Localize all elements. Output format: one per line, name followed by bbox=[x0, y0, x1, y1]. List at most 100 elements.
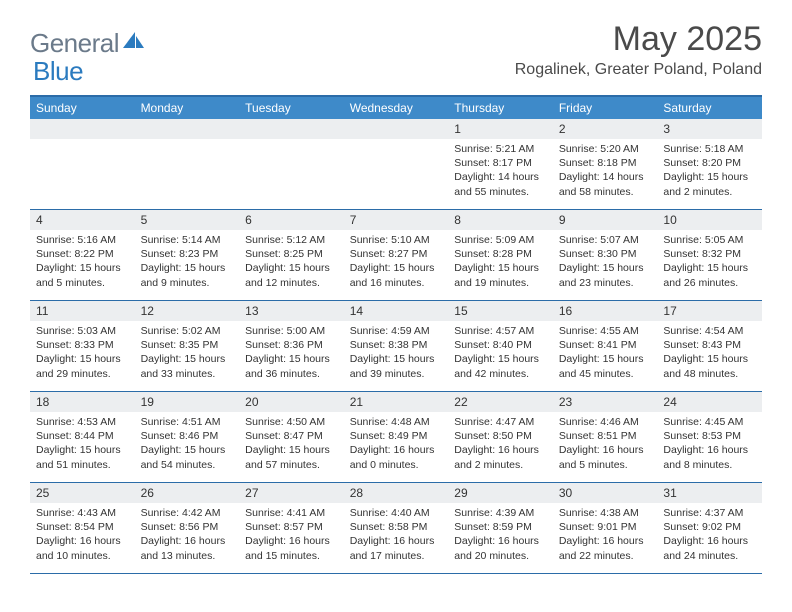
day-cell: 5Sunrise: 5:14 AMSunset: 8:23 PMDaylight… bbox=[135, 210, 240, 300]
sunrise-text: Sunrise: 4:41 AM bbox=[245, 506, 338, 520]
weekday-header: Sunday bbox=[30, 97, 135, 119]
day-details: Sunrise: 4:57 AMSunset: 8:40 PMDaylight:… bbox=[448, 321, 553, 387]
sunset-text: Sunset: 8:47 PM bbox=[245, 429, 338, 443]
sunset-text: Sunset: 8:20 PM bbox=[663, 156, 756, 170]
daylight-text: Daylight: 15 hours and 54 minutes. bbox=[141, 443, 234, 471]
day-cell bbox=[239, 119, 344, 209]
day-cell: 20Sunrise: 4:50 AMSunset: 8:47 PMDayligh… bbox=[239, 392, 344, 482]
sunset-text: Sunset: 8:27 PM bbox=[350, 247, 443, 261]
day-cell: 8Sunrise: 5:09 AMSunset: 8:28 PMDaylight… bbox=[448, 210, 553, 300]
empty-day-band bbox=[135, 119, 240, 139]
sunrise-text: Sunrise: 5:18 AM bbox=[663, 142, 756, 156]
daylight-text: Daylight: 15 hours and 23 minutes. bbox=[559, 261, 652, 289]
day-details: Sunrise: 5:18 AMSunset: 8:20 PMDaylight:… bbox=[657, 139, 762, 205]
sunset-text: Sunset: 8:43 PM bbox=[663, 338, 756, 352]
sunrise-text: Sunrise: 4:38 AM bbox=[559, 506, 652, 520]
sunset-text: Sunset: 8:33 PM bbox=[36, 338, 129, 352]
day-details: Sunrise: 4:48 AMSunset: 8:49 PMDaylight:… bbox=[344, 412, 449, 478]
day-number: 3 bbox=[657, 119, 762, 139]
day-number: 11 bbox=[30, 301, 135, 321]
sunset-text: Sunset: 8:23 PM bbox=[141, 247, 234, 261]
day-number: 13 bbox=[239, 301, 344, 321]
day-number: 14 bbox=[344, 301, 449, 321]
sunrise-text: Sunrise: 5:02 AM bbox=[141, 324, 234, 338]
day-cell: 21Sunrise: 4:48 AMSunset: 8:49 PMDayligh… bbox=[344, 392, 449, 482]
daylight-text: Daylight: 15 hours and 29 minutes. bbox=[36, 352, 129, 380]
day-number: 10 bbox=[657, 210, 762, 230]
day-number: 22 bbox=[448, 392, 553, 412]
day-number: 8 bbox=[448, 210, 553, 230]
sunset-text: Sunset: 8:35 PM bbox=[141, 338, 234, 352]
weekday-header: Monday bbox=[135, 97, 240, 119]
week-row: 1Sunrise: 5:21 AMSunset: 8:17 PMDaylight… bbox=[30, 119, 762, 210]
day-details: Sunrise: 4:42 AMSunset: 8:56 PMDaylight:… bbox=[135, 503, 240, 569]
day-number: 1 bbox=[448, 119, 553, 139]
daylight-text: Daylight: 15 hours and 48 minutes. bbox=[663, 352, 756, 380]
logo-blue-wrap: Blue bbox=[33, 56, 83, 87]
day-details: Sunrise: 5:10 AMSunset: 8:27 PMDaylight:… bbox=[344, 230, 449, 296]
day-cell: 2Sunrise: 5:20 AMSunset: 8:18 PMDaylight… bbox=[553, 119, 658, 209]
daylight-text: Daylight: 15 hours and 19 minutes. bbox=[454, 261, 547, 289]
daylight-text: Daylight: 16 hours and 5 minutes. bbox=[559, 443, 652, 471]
day-cell: 23Sunrise: 4:46 AMSunset: 8:51 PMDayligh… bbox=[553, 392, 658, 482]
day-cell: 13Sunrise: 5:00 AMSunset: 8:36 PMDayligh… bbox=[239, 301, 344, 391]
day-cell: 31Sunrise: 4:37 AMSunset: 9:02 PMDayligh… bbox=[657, 483, 762, 573]
day-details: Sunrise: 5:07 AMSunset: 8:30 PMDaylight:… bbox=[553, 230, 658, 296]
sunrise-text: Sunrise: 4:37 AM bbox=[663, 506, 756, 520]
day-number: 21 bbox=[344, 392, 449, 412]
sunrise-text: Sunrise: 5:20 AM bbox=[559, 142, 652, 156]
day-number: 28 bbox=[344, 483, 449, 503]
day-number: 4 bbox=[30, 210, 135, 230]
header-right: May 2025 Rogalinek, Greater Poland, Pola… bbox=[515, 20, 762, 79]
daylight-text: Daylight: 16 hours and 13 minutes. bbox=[141, 534, 234, 562]
day-cell: 27Sunrise: 4:41 AMSunset: 8:57 PMDayligh… bbox=[239, 483, 344, 573]
day-number: 23 bbox=[553, 392, 658, 412]
day-details: Sunrise: 4:55 AMSunset: 8:41 PMDaylight:… bbox=[553, 321, 658, 387]
daylight-text: Daylight: 14 hours and 55 minutes. bbox=[454, 170, 547, 198]
sunrise-text: Sunrise: 5:14 AM bbox=[141, 233, 234, 247]
empty-day-band bbox=[239, 119, 344, 139]
sunrise-text: Sunrise: 4:53 AM bbox=[36, 415, 129, 429]
sunset-text: Sunset: 8:17 PM bbox=[454, 156, 547, 170]
day-number: 15 bbox=[448, 301, 553, 321]
daylight-text: Daylight: 15 hours and 39 minutes. bbox=[350, 352, 443, 380]
day-cell: 10Sunrise: 5:05 AMSunset: 8:32 PMDayligh… bbox=[657, 210, 762, 300]
week-row: 18Sunrise: 4:53 AMSunset: 8:44 PMDayligh… bbox=[30, 392, 762, 483]
daylight-text: Daylight: 15 hours and 33 minutes. bbox=[141, 352, 234, 380]
day-cell bbox=[135, 119, 240, 209]
sunset-text: Sunset: 8:44 PM bbox=[36, 429, 129, 443]
sunset-text: Sunset: 8:30 PM bbox=[559, 247, 652, 261]
sunrise-text: Sunrise: 4:45 AM bbox=[663, 415, 756, 429]
daylight-text: Daylight: 15 hours and 2 minutes. bbox=[663, 170, 756, 198]
empty-day-band bbox=[344, 119, 449, 139]
day-number: 6 bbox=[239, 210, 344, 230]
day-details: Sunrise: 4:59 AMSunset: 8:38 PMDaylight:… bbox=[344, 321, 449, 387]
calendar: SundayMondayTuesdayWednesdayThursdayFrid… bbox=[30, 95, 762, 574]
daylight-text: Daylight: 15 hours and 9 minutes. bbox=[141, 261, 234, 289]
logo-sail-icon bbox=[123, 30, 145, 55]
logo: General bbox=[30, 28, 147, 59]
day-details: Sunrise: 4:41 AMSunset: 8:57 PMDaylight:… bbox=[239, 503, 344, 569]
day-details: Sunrise: 5:03 AMSunset: 8:33 PMDaylight:… bbox=[30, 321, 135, 387]
day-number: 27 bbox=[239, 483, 344, 503]
day-cell: 25Sunrise: 4:43 AMSunset: 8:54 PMDayligh… bbox=[30, 483, 135, 573]
sunrise-text: Sunrise: 4:48 AM bbox=[350, 415, 443, 429]
sunrise-text: Sunrise: 4:51 AM bbox=[141, 415, 234, 429]
sunrise-text: Sunrise: 4:50 AM bbox=[245, 415, 338, 429]
day-cell bbox=[344, 119, 449, 209]
day-cell: 18Sunrise: 4:53 AMSunset: 8:44 PMDayligh… bbox=[30, 392, 135, 482]
logo-text-blue: Blue bbox=[33, 56, 83, 86]
weekday-header-row: SundayMondayTuesdayWednesdayThursdayFrid… bbox=[30, 97, 762, 119]
sunset-text: Sunset: 8:25 PM bbox=[245, 247, 338, 261]
sunset-text: Sunset: 8:18 PM bbox=[559, 156, 652, 170]
sunset-text: Sunset: 8:28 PM bbox=[454, 247, 547, 261]
day-details: Sunrise: 4:54 AMSunset: 8:43 PMDaylight:… bbox=[657, 321, 762, 387]
day-details: Sunrise: 5:16 AMSunset: 8:22 PMDaylight:… bbox=[30, 230, 135, 296]
sunrise-text: Sunrise: 4:59 AM bbox=[350, 324, 443, 338]
sunrise-text: Sunrise: 5:12 AM bbox=[245, 233, 338, 247]
sunset-text: Sunset: 8:46 PM bbox=[141, 429, 234, 443]
day-cell: 26Sunrise: 4:42 AMSunset: 8:56 PMDayligh… bbox=[135, 483, 240, 573]
sunrise-text: Sunrise: 5:10 AM bbox=[350, 233, 443, 247]
day-details: Sunrise: 5:14 AMSunset: 8:23 PMDaylight:… bbox=[135, 230, 240, 296]
day-cell: 6Sunrise: 5:12 AMSunset: 8:25 PMDaylight… bbox=[239, 210, 344, 300]
